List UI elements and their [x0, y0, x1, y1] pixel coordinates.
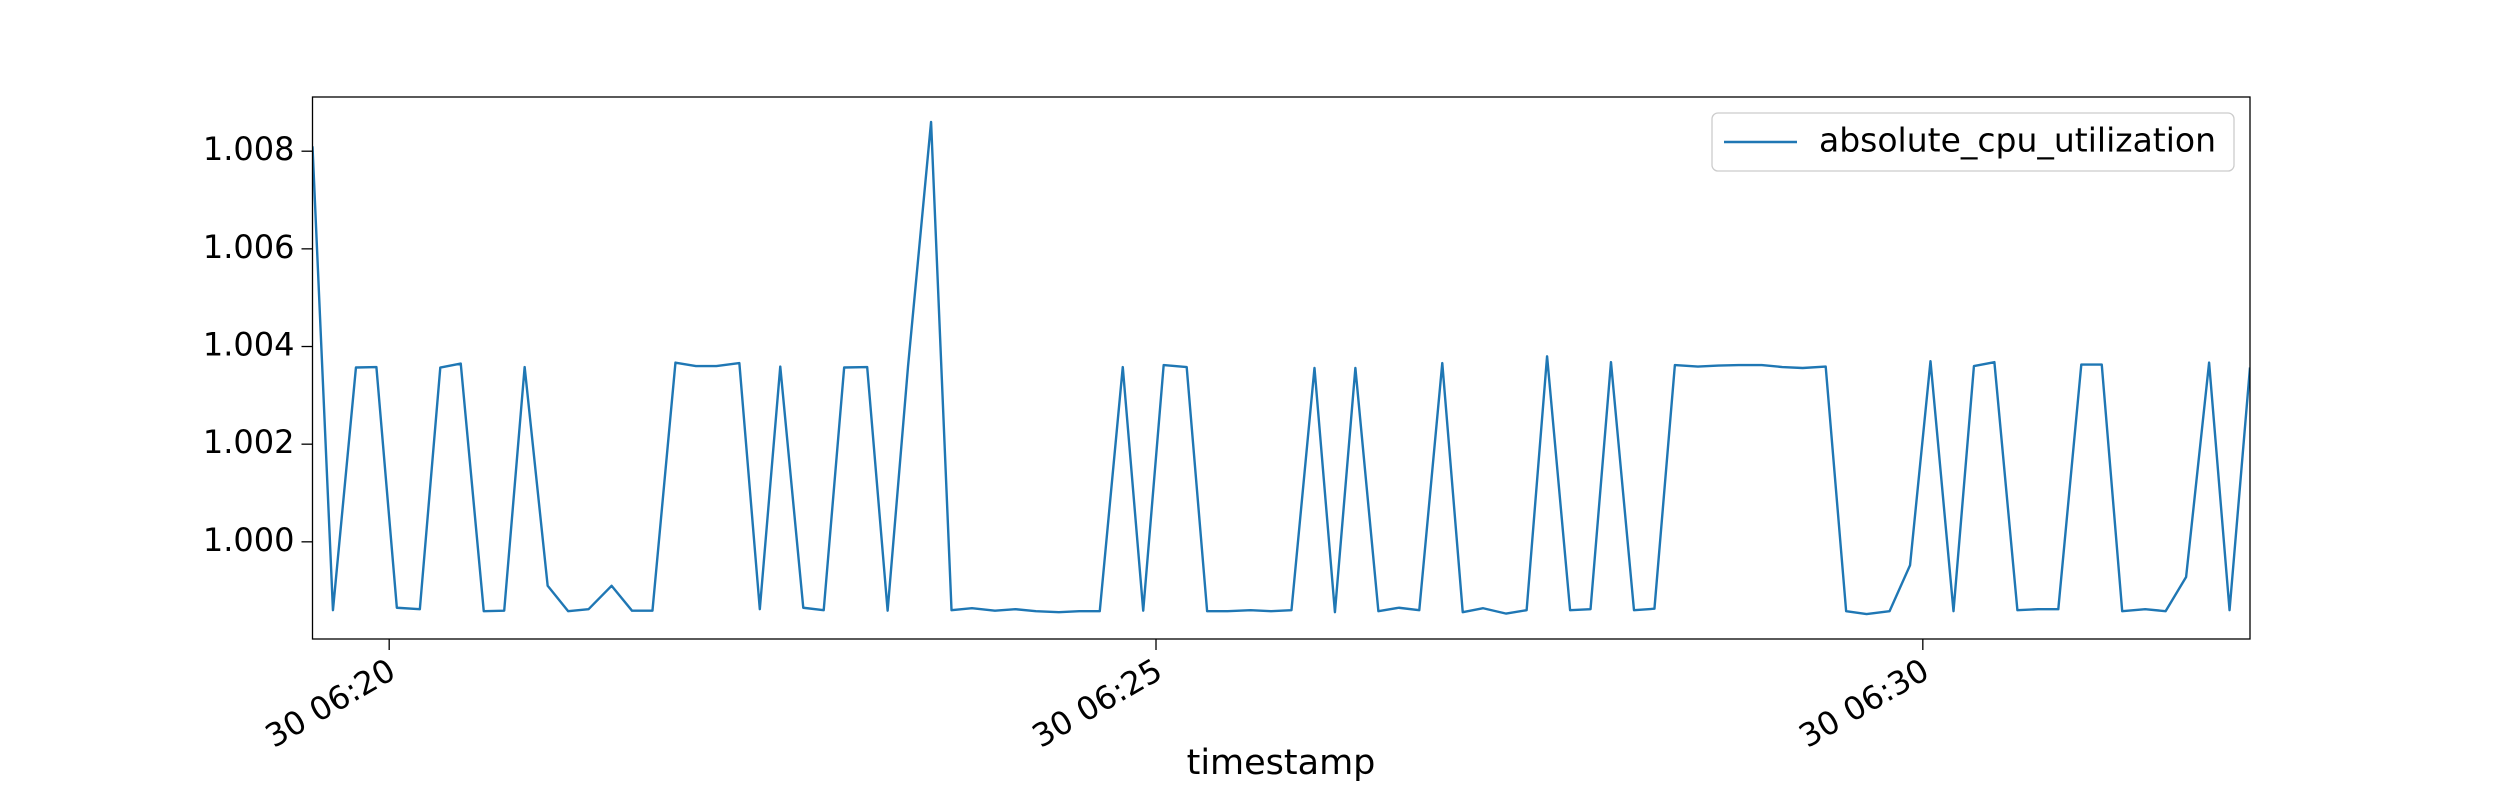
x-tick-label: 30 06:20	[259, 651, 402, 755]
y-tick-label: 1.008	[203, 130, 295, 168]
y-tick-label: 1.006	[203, 228, 295, 266]
x-tick-label: 30 06:25	[1026, 651, 1169, 755]
legend-box	[1711, 112, 2235, 172]
y-tick-label: 1.002	[203, 423, 295, 461]
plot-frame	[311, 96, 2251, 640]
x-axis-label: timestamp	[1187, 743, 1376, 783]
series-line	[312, 120, 2250, 616]
y-tick-label: 1.000	[203, 521, 295, 559]
x-tick-label: 30 06:30	[1792, 651, 1935, 755]
legend-label: absolute_cpu_utilization	[1819, 121, 2216, 160]
y-tick-label: 1.004	[203, 326, 295, 364]
